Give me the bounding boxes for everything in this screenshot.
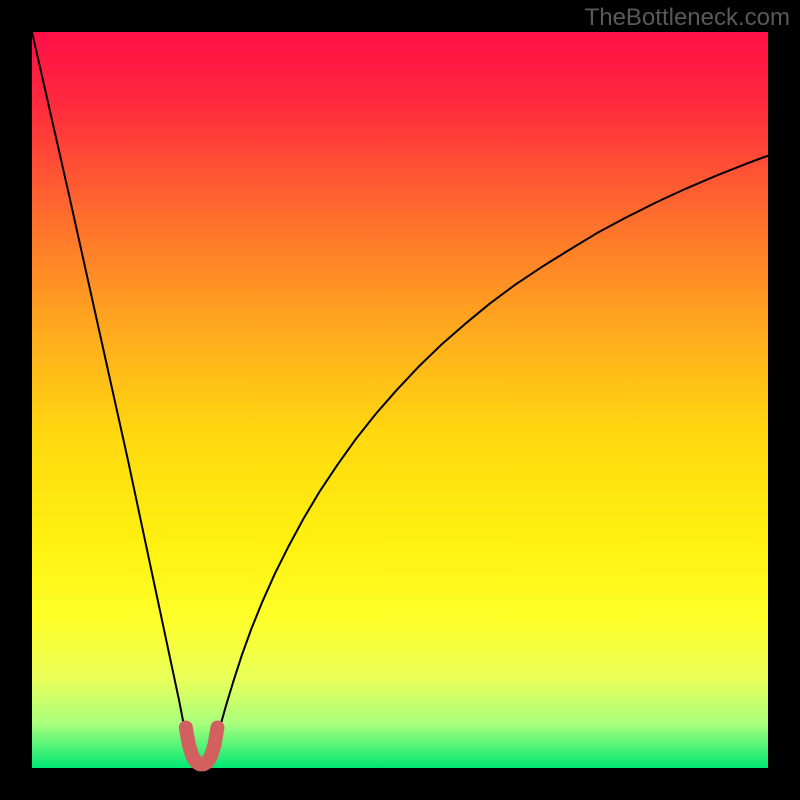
bottleneck-curve-chart <box>0 0 800 800</box>
plot-background <box>32 32 768 768</box>
watermark-text: TheBottleneck.com <box>585 4 790 32</box>
chart-container: TheBottleneck.com <box>0 0 800 800</box>
